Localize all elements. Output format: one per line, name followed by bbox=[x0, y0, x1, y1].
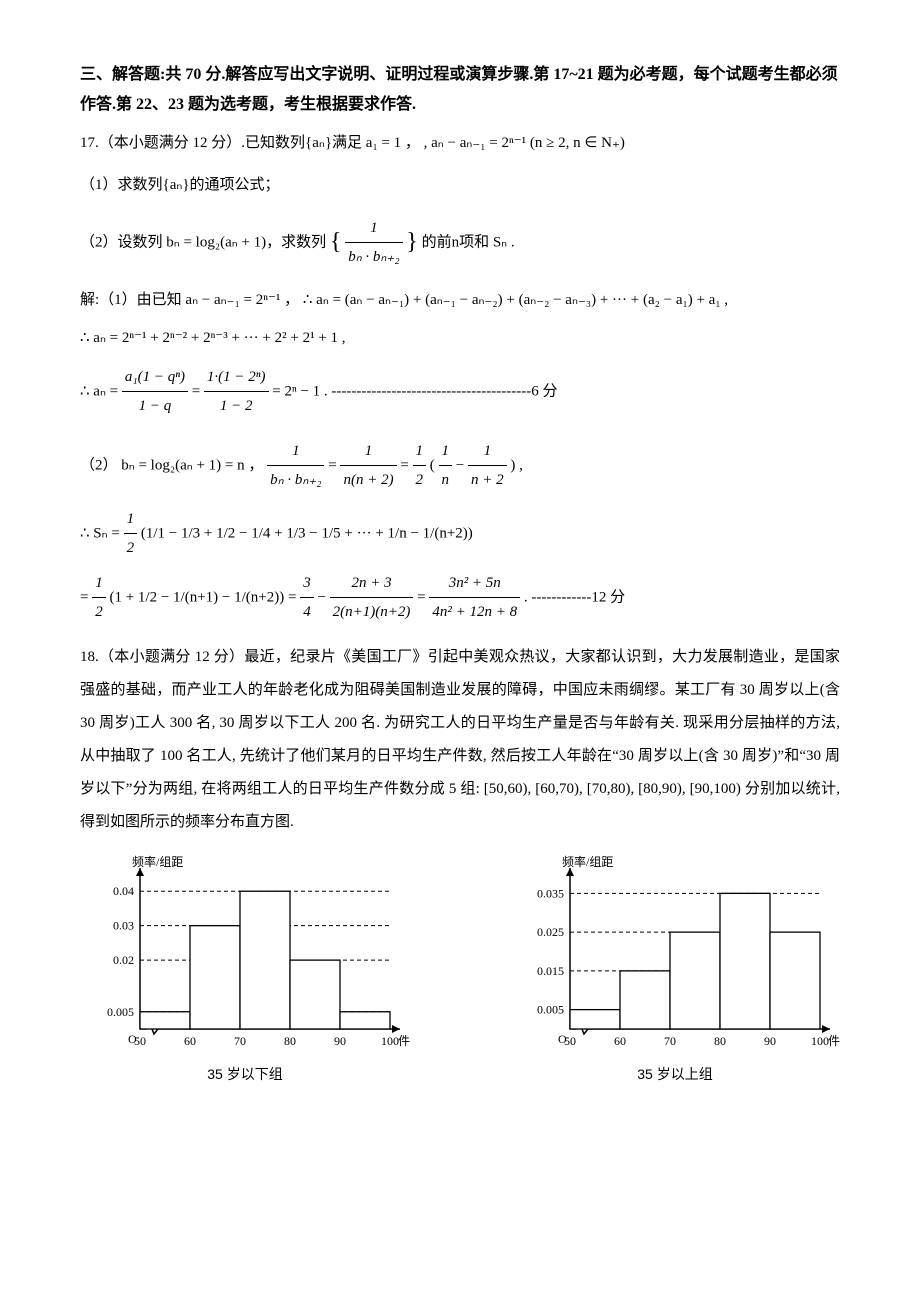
score-6: ----------------------------------------… bbox=[331, 383, 557, 399]
f: n bbox=[439, 466, 453, 495]
f: 1 bbox=[439, 437, 453, 467]
charts-row: 频率/组距O0.0050.020.030.045060708090100件数 3… bbox=[80, 849, 840, 1088]
chart-left-caption: 35 岁以下组 bbox=[207, 1061, 282, 1088]
t: (1/1 − 1/3 + 1/2 − 1/4 + 1/3 − 1/5 + ···… bbox=[141, 525, 473, 541]
p: ) , bbox=[510, 457, 523, 473]
svg-text:90: 90 bbox=[334, 1034, 346, 1048]
f: 1 − q bbox=[122, 392, 188, 421]
f: 2n + 3 bbox=[330, 569, 414, 599]
f: 1 bbox=[468, 437, 507, 467]
eq: = bbox=[328, 457, 340, 473]
svg-text:0.005: 0.005 bbox=[107, 1005, 134, 1019]
f: 3 bbox=[300, 569, 314, 599]
f: n(n + 2) bbox=[340, 466, 396, 495]
section-title: 三、解答题:共 70 分.解答应写出文字说明、证明过程或演算步骤.第 17~21… bbox=[80, 60, 840, 121]
chart-right-block: 频率/组距O0.0050.0150.0250.0355060708090100件… bbox=[510, 849, 840, 1088]
sol-l4: （2） bₙ = log₂(aₙ + 1) = n ， 1bₙ · bₙ₊₂ =… bbox=[80, 437, 840, 495]
sol-l6: = 12 (1 + 1/2 − 1/(n+1) − 1/(n+2)) = 34 … bbox=[80, 569, 840, 627]
svg-text:50: 50 bbox=[564, 1034, 576, 1048]
t: . bbox=[524, 589, 528, 605]
svg-text:100: 100 bbox=[811, 1034, 829, 1048]
q18-text: 18.（本小题满分 12 分）最近，纪录片《美国工厂》引起中美观众热议，大家都认… bbox=[80, 641, 840, 839]
f: bₙ · bₙ₊₂ bbox=[267, 466, 324, 495]
sol-l3: ∴ aₙ = a₁(1 − qⁿ)1 − q = 1·(1 − 2ⁿ)1 − 2… bbox=[80, 363, 840, 421]
svg-text:100: 100 bbox=[381, 1034, 399, 1048]
svg-text:80: 80 bbox=[714, 1034, 726, 1048]
f: 4 bbox=[300, 598, 314, 627]
svg-text:80: 80 bbox=[284, 1034, 296, 1048]
svg-text:0.03: 0.03 bbox=[113, 918, 134, 932]
svg-text:频率/组距: 频率/组距 bbox=[562, 854, 613, 869]
eq: = bbox=[417, 589, 429, 605]
p: ( bbox=[430, 457, 435, 473]
q17-part2-post: 的前n项和 Sₙ . bbox=[422, 234, 515, 250]
sol-l1: 解:（1）由已知 aₙ − aₙ₋₁ = 2ⁿ⁻¹ ， ∴ aₙ = (aₙ −… bbox=[80, 286, 840, 315]
svg-text:0.04: 0.04 bbox=[113, 884, 134, 898]
f: 2 bbox=[124, 534, 138, 563]
frac-num: 1 bbox=[345, 214, 402, 244]
svg-text:70: 70 bbox=[664, 1034, 676, 1048]
chart-right-caption: 35 岁以上组 bbox=[637, 1061, 712, 1088]
sol-l2: ∴ aₙ = 2ⁿ⁻¹ + 2ⁿ⁻² + 2ⁿ⁻³ + ··· + 2² + 2… bbox=[80, 324, 840, 353]
f: 1 bbox=[340, 437, 396, 467]
f: 2(n+1)(n+2) bbox=[330, 598, 414, 627]
svg-text:0.005: 0.005 bbox=[537, 1002, 564, 1016]
t: ∴ Sₙ = bbox=[80, 525, 124, 541]
svg-text:0.02: 0.02 bbox=[113, 953, 134, 967]
chart-left: 频率/组距O0.0050.020.030.045060708090100件数 bbox=[80, 849, 410, 1059]
q17-header: 17.（本小题满分 12 分）.已知数列{aₙ}满足 a₁ = 1 ， , aₙ… bbox=[80, 129, 840, 158]
eq: = bbox=[400, 457, 412, 473]
q17-part2-frac: 1 bₙ · bₙ₊₂ bbox=[345, 214, 402, 272]
svg-text:0.035: 0.035 bbox=[537, 886, 564, 900]
sol-l3-pre: ∴ aₙ = bbox=[80, 383, 122, 399]
f: 2 bbox=[413, 466, 427, 495]
svg-text:0.025: 0.025 bbox=[537, 925, 564, 939]
frac-den: bₙ · bₙ₊₂ bbox=[345, 243, 402, 272]
f: 1 bbox=[413, 437, 427, 467]
f: 4n² + 12n + 8 bbox=[429, 598, 520, 627]
svg-text:0.015: 0.015 bbox=[537, 964, 564, 978]
f: n + 2 bbox=[468, 466, 507, 495]
svg-text:件数: 件数 bbox=[398, 1033, 410, 1048]
chart-right: 频率/组距O0.0050.0150.0250.0355060708090100件… bbox=[510, 849, 840, 1059]
svg-text:件数: 件数 bbox=[828, 1033, 840, 1048]
t: = 2ⁿ − 1 . bbox=[272, 383, 327, 399]
f: a₁(1 − qⁿ) bbox=[122, 363, 188, 393]
chart-left-block: 频率/组距O0.0050.020.030.045060708090100件数 3… bbox=[80, 849, 410, 1088]
svg-text:60: 60 bbox=[184, 1034, 196, 1048]
q17-part2-pre: （2）设数列 bₙ = log₂(aₙ + 1)，求数列 bbox=[80, 234, 326, 250]
f: 1·(1 − 2ⁿ) bbox=[204, 363, 269, 393]
f: 2 bbox=[92, 598, 106, 627]
f: 1 bbox=[92, 569, 106, 599]
svg-text:50: 50 bbox=[134, 1034, 146, 1048]
f: 1 bbox=[267, 437, 324, 467]
t: = bbox=[80, 589, 92, 605]
q17-part2: （2）设数列 bₙ = log₂(aₙ + 1)，求数列 { 1 bₙ · bₙ… bbox=[80, 214, 840, 272]
m: − bbox=[317, 589, 329, 605]
brace-left: { bbox=[330, 229, 342, 255]
f: 1 bbox=[124, 505, 138, 535]
f: 1 − 2 bbox=[204, 392, 269, 421]
brace-right: } bbox=[406, 229, 418, 255]
f: 3n² + 5n bbox=[429, 569, 520, 599]
svg-text:90: 90 bbox=[764, 1034, 776, 1048]
svg-text:频率/组距: 频率/组距 bbox=[132, 854, 183, 869]
sol-l5: ∴ Sₙ = 12 (1/1 − 1/3 + 1/2 − 1/4 + 1/3 −… bbox=[80, 505, 840, 563]
score-12: ------------12 分 bbox=[531, 589, 625, 605]
t: (1 + 1/2 − 1/(n+1) − 1/(n+2)) = bbox=[109, 589, 300, 605]
q17-part1: （1）求数列{aₙ}的通项公式； bbox=[80, 171, 840, 200]
m: − bbox=[456, 457, 468, 473]
t: （2） bₙ = log₂(aₙ + 1) = n ， bbox=[80, 457, 263, 473]
svg-text:60: 60 bbox=[614, 1034, 626, 1048]
eq: = bbox=[192, 383, 204, 399]
svg-text:70: 70 bbox=[234, 1034, 246, 1048]
